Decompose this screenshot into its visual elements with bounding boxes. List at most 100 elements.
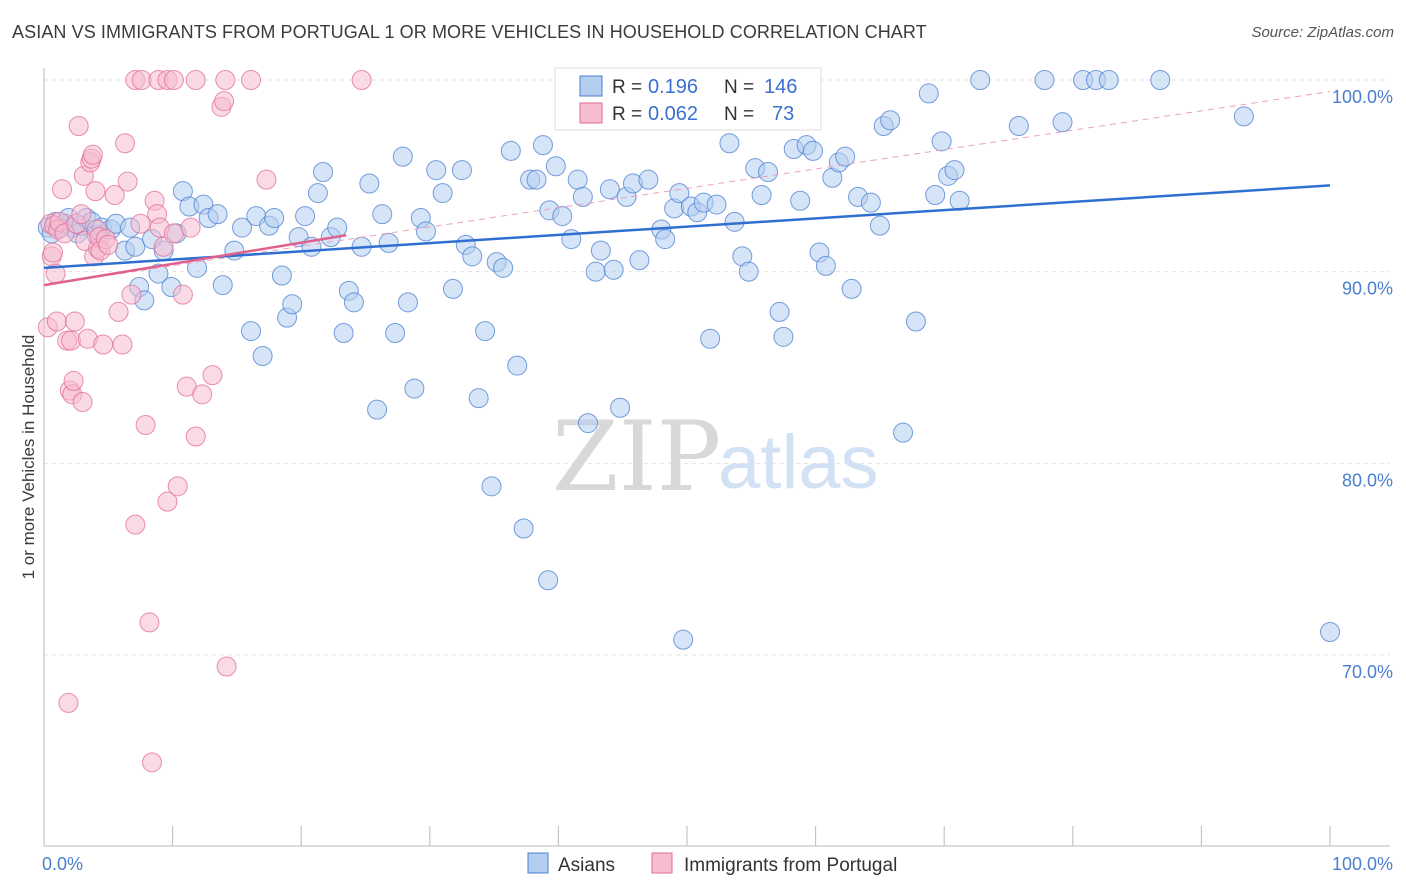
asian-point-104 — [700, 328, 721, 349]
portugal-point-69 — [163, 70, 184, 90]
asian-point-36 — [252, 346, 273, 366]
portugal-point-17 — [64, 311, 85, 332]
asian-point-133 — [925, 185, 946, 205]
asian-point-95 — [638, 169, 659, 190]
asian-point-105 — [706, 194, 727, 215]
asian-point-64 — [432, 183, 453, 204]
asian-point-63 — [426, 160, 447, 181]
asian-point-107 — [724, 211, 745, 232]
portugal-point-42 — [121, 284, 142, 305]
portugal-point-62 — [214, 91, 235, 112]
asian-point-85 — [572, 186, 593, 207]
bottom-legend-label-portugal: Immigrants from Portugal — [684, 855, 897, 876]
legend-r-value-asians: 0.196 — [648, 76, 698, 98]
portugal-point-16 — [63, 370, 84, 391]
portugal-point-14 — [61, 330, 82, 351]
asian-point-134 — [931, 131, 952, 152]
asian-point-46 — [313, 162, 334, 182]
asian-point-129 — [880, 110, 901, 131]
legend-n-value-asians: 146 — [764, 76, 797, 98]
watermark-zip: ZIP — [552, 401, 721, 513]
portugal-point-21 — [72, 392, 93, 412]
asian-point-82 — [552, 206, 573, 227]
asian-point-138 — [970, 70, 991, 90]
asian-point-33 — [232, 217, 253, 238]
legend-swatch-portugal — [579, 102, 603, 124]
asian-point-31 — [212, 275, 233, 296]
portugal-point-43 — [125, 514, 146, 535]
portugal-point-51 — [153, 236, 174, 257]
asian-point-17 — [125, 236, 146, 257]
asian-point-69 — [468, 388, 489, 409]
asian-point-51 — [343, 292, 364, 313]
asian-point-45 — [307, 183, 328, 204]
asian-point-56 — [378, 232, 399, 253]
asian-point-136 — [944, 160, 965, 181]
trend-line-asians — [43, 184, 1331, 270]
asian-point-114 — [773, 326, 794, 347]
asian-point-100 — [673, 629, 694, 650]
portugal-point-54 — [167, 476, 188, 497]
source-label: Source: ZipAtlas.com — [1251, 24, 1394, 41]
asian-point-147 — [1320, 622, 1340, 642]
asian-point-106 — [719, 133, 740, 154]
asian-point-139 — [1008, 116, 1029, 136]
asian-point-123 — [835, 146, 856, 167]
legend-n-label-portugal: N = — [724, 104, 754, 125]
portugal-point-57 — [180, 217, 201, 238]
asian-point-79 — [532, 135, 553, 156]
bottom-legend-swatch-asians — [527, 852, 549, 874]
asian-point-112 — [758, 162, 779, 182]
portugal-point-34 — [93, 334, 114, 355]
trend-line-portugal — [43, 234, 347, 287]
asian-point-94 — [629, 250, 650, 271]
bottom-legend-label-asians: Asians — [558, 855, 615, 876]
legend-r-value-portugal: 0.062 — [648, 103, 698, 125]
asian-point-48 — [327, 217, 348, 238]
portugal-point-52 — [157, 491, 178, 512]
asian-point-30 — [207, 204, 228, 225]
asian-point-38 — [264, 208, 285, 228]
asian-point-84 — [567, 169, 588, 190]
asian-point-73 — [493, 257, 514, 278]
portugal-point-53 — [163, 223, 184, 244]
correlation-legend: R = 0.196 N = 146 R = 0.062 N = 73 — [554, 67, 822, 131]
portugal-point-39 — [112, 334, 133, 355]
asian-point-130 — [893, 422, 914, 443]
portugal-point-55 — [172, 284, 193, 305]
x-axis-ticks — [43, 826, 1331, 846]
portugal-point-46 — [139, 612, 160, 633]
asian-point-74 — [500, 140, 521, 161]
asian-point-131 — [905, 311, 926, 332]
asian-point-43 — [295, 206, 316, 227]
asian-point-39 — [271, 265, 292, 286]
portugal-point-44 — [130, 213, 151, 234]
asian-point-132 — [918, 83, 939, 104]
series-asians — [37, 70, 1340, 650]
x-tick-label-0: 0.0% — [42, 854, 83, 874]
asian-point-148 — [538, 570, 559, 591]
portugal-point-3 — [43, 242, 64, 263]
series-portugal — [37, 70, 372, 773]
asian-point-70 — [475, 321, 496, 342]
bottom-legend-swatch-portugal — [651, 852, 673, 874]
series-legend: Asians Immigrants from Portugal — [527, 852, 897, 876]
asian-point-118 — [803, 140, 824, 161]
asian-point-55 — [372, 204, 393, 225]
asian-point-90 — [603, 259, 624, 280]
asian-point-86 — [577, 413, 598, 434]
asian-point-140 — [1034, 70, 1055, 90]
portugal-point-40 — [115, 133, 136, 154]
asian-point-62 — [415, 221, 436, 242]
asian-point-54 — [367, 399, 388, 420]
asian-point-57 — [385, 323, 406, 343]
asian-point-144 — [1098, 70, 1119, 90]
asian-point-41 — [282, 294, 303, 315]
portugal-point-70 — [185, 70, 206, 90]
asian-point-126 — [860, 192, 881, 213]
asian-point-66 — [451, 160, 472, 181]
legend-n-value-portugal: 73 — [772, 103, 794, 125]
asian-point-124 — [841, 278, 862, 299]
asian-point-127 — [869, 215, 890, 236]
